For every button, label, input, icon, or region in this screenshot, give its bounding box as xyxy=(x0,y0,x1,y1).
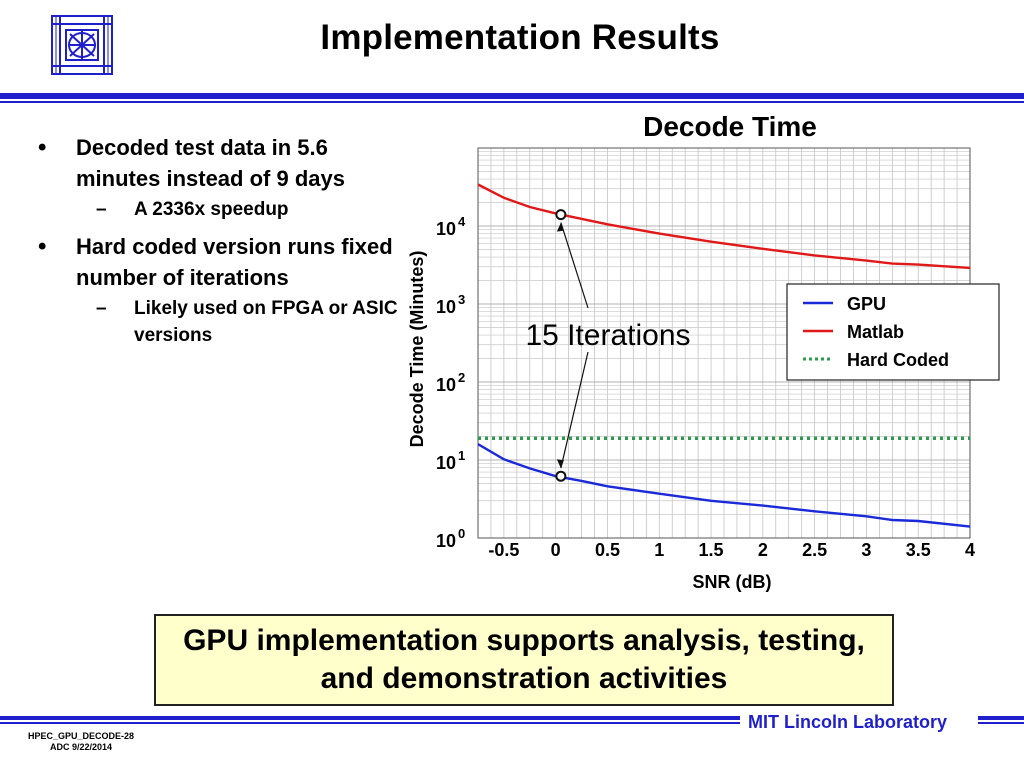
x-tick-label: -0.5 xyxy=(488,540,519,560)
footer-divider xyxy=(0,716,740,720)
sub-bullet-item: – A 2336x speedup xyxy=(38,196,398,223)
chart-grid xyxy=(477,148,971,539)
legend-label: GPU xyxy=(847,294,886,314)
footer-divider-right-thin xyxy=(978,722,1024,724)
footer-date-line: ADC 9/22/2014 xyxy=(49,742,113,752)
legend-label: Hard Coded xyxy=(847,350,949,370)
x-tick-label: 2.5 xyxy=(802,540,827,560)
bullet-dot-icon: • xyxy=(38,233,47,260)
chart-title: Decode Time xyxy=(643,111,817,142)
annotation-arrowhead xyxy=(556,222,564,232)
sub-bullet-dash-icon: – xyxy=(96,199,107,220)
series-line-gpu xyxy=(477,443,971,528)
chart-annotation: 15 Iterations xyxy=(525,209,691,482)
bullet-item: • Decoded test data in 5.6 minutes inste… xyxy=(38,132,398,194)
annotation-marker xyxy=(555,470,567,482)
x-tick-label: 3.5 xyxy=(906,540,931,560)
sub-bullet-item: – Likely used on FPGA or ASIC versions xyxy=(38,295,398,349)
bullet-text: Hard coded version runs fixed number of … xyxy=(76,234,393,290)
y-tick-exponent: 1 xyxy=(458,448,465,463)
x-tick-label: 1.5 xyxy=(699,540,724,560)
chart-legend: GPU Matlab Hard Coded xyxy=(786,283,1000,381)
page-title: Implementation Results xyxy=(320,18,720,57)
x-tick-label: 2 xyxy=(758,540,768,560)
annotation-label: 15 Iterations xyxy=(525,319,690,352)
y-tick-exponent: 2 xyxy=(458,370,465,385)
bullet-item: • Hard coded version runs fixed number o… xyxy=(38,231,398,293)
decode-time-chart: Decode Time -0.5 0 0.5 1 1.5 2 2.5 3 3.5 410 010 11… xyxy=(407,111,1000,592)
x-axis-label: SNR (dB) xyxy=(693,572,772,592)
x-tick-label: 4 xyxy=(965,540,975,560)
annotation-arrow xyxy=(560,351,589,469)
x-tick-label: 0 xyxy=(551,540,561,560)
y-tick-label: 10 xyxy=(436,297,456,317)
chart-series xyxy=(477,183,971,528)
bullet-text: Decoded test data in 5.6 minutes instead… xyxy=(76,135,345,191)
y-tick-label: 10 xyxy=(436,219,456,239)
y-axis-label: Decode Time (Minutes) xyxy=(407,251,427,448)
bullet-dot-icon: • xyxy=(38,134,47,161)
footer-lab-name: MIT Lincoln Laboratory xyxy=(748,712,948,732)
footer-slide-id: HPEC_GPU_DECODE-28 ADC 9/22/2014 xyxy=(28,731,134,753)
footer-id-line: HPEC_GPU_DECODE-28 xyxy=(28,731,135,741)
annotation-marker xyxy=(555,209,567,221)
sub-bullet-dash-icon: – xyxy=(96,298,107,319)
footer-divider-thin xyxy=(0,722,740,724)
sub-bullet-text: Likely used on FPGA or ASIC versions xyxy=(134,298,398,346)
y-tick-label: 10 xyxy=(436,531,456,551)
x-tick-label: 3 xyxy=(861,540,871,560)
series-line-matlab xyxy=(477,183,971,270)
legend-label: Matlab xyxy=(847,322,904,342)
x-tick-label: 0.5 xyxy=(595,540,620,560)
footer-divider-right xyxy=(978,716,1024,720)
annotation-arrowhead xyxy=(556,459,564,469)
header-divider-thin xyxy=(0,101,1024,103)
sub-bullet-text: A 2336x speedup xyxy=(134,199,289,220)
lincoln-lab-logo xyxy=(51,15,113,75)
y-tick-exponent: 3 xyxy=(458,292,465,307)
y-tick-label: 10 xyxy=(436,375,456,395)
y-tick-label: 10 xyxy=(436,453,456,473)
header-divider xyxy=(0,93,1024,99)
bullet-list: • Decoded test data in 5.6 minutes inste… xyxy=(38,132,398,357)
summary-callout: GPU implementation supports analysis, te… xyxy=(154,614,894,706)
annotation-arrow xyxy=(560,222,589,309)
x-tick-label: 1 xyxy=(654,540,664,560)
y-tick-exponent: 0 xyxy=(458,526,465,541)
y-tick-exponent: 4 xyxy=(458,214,466,229)
